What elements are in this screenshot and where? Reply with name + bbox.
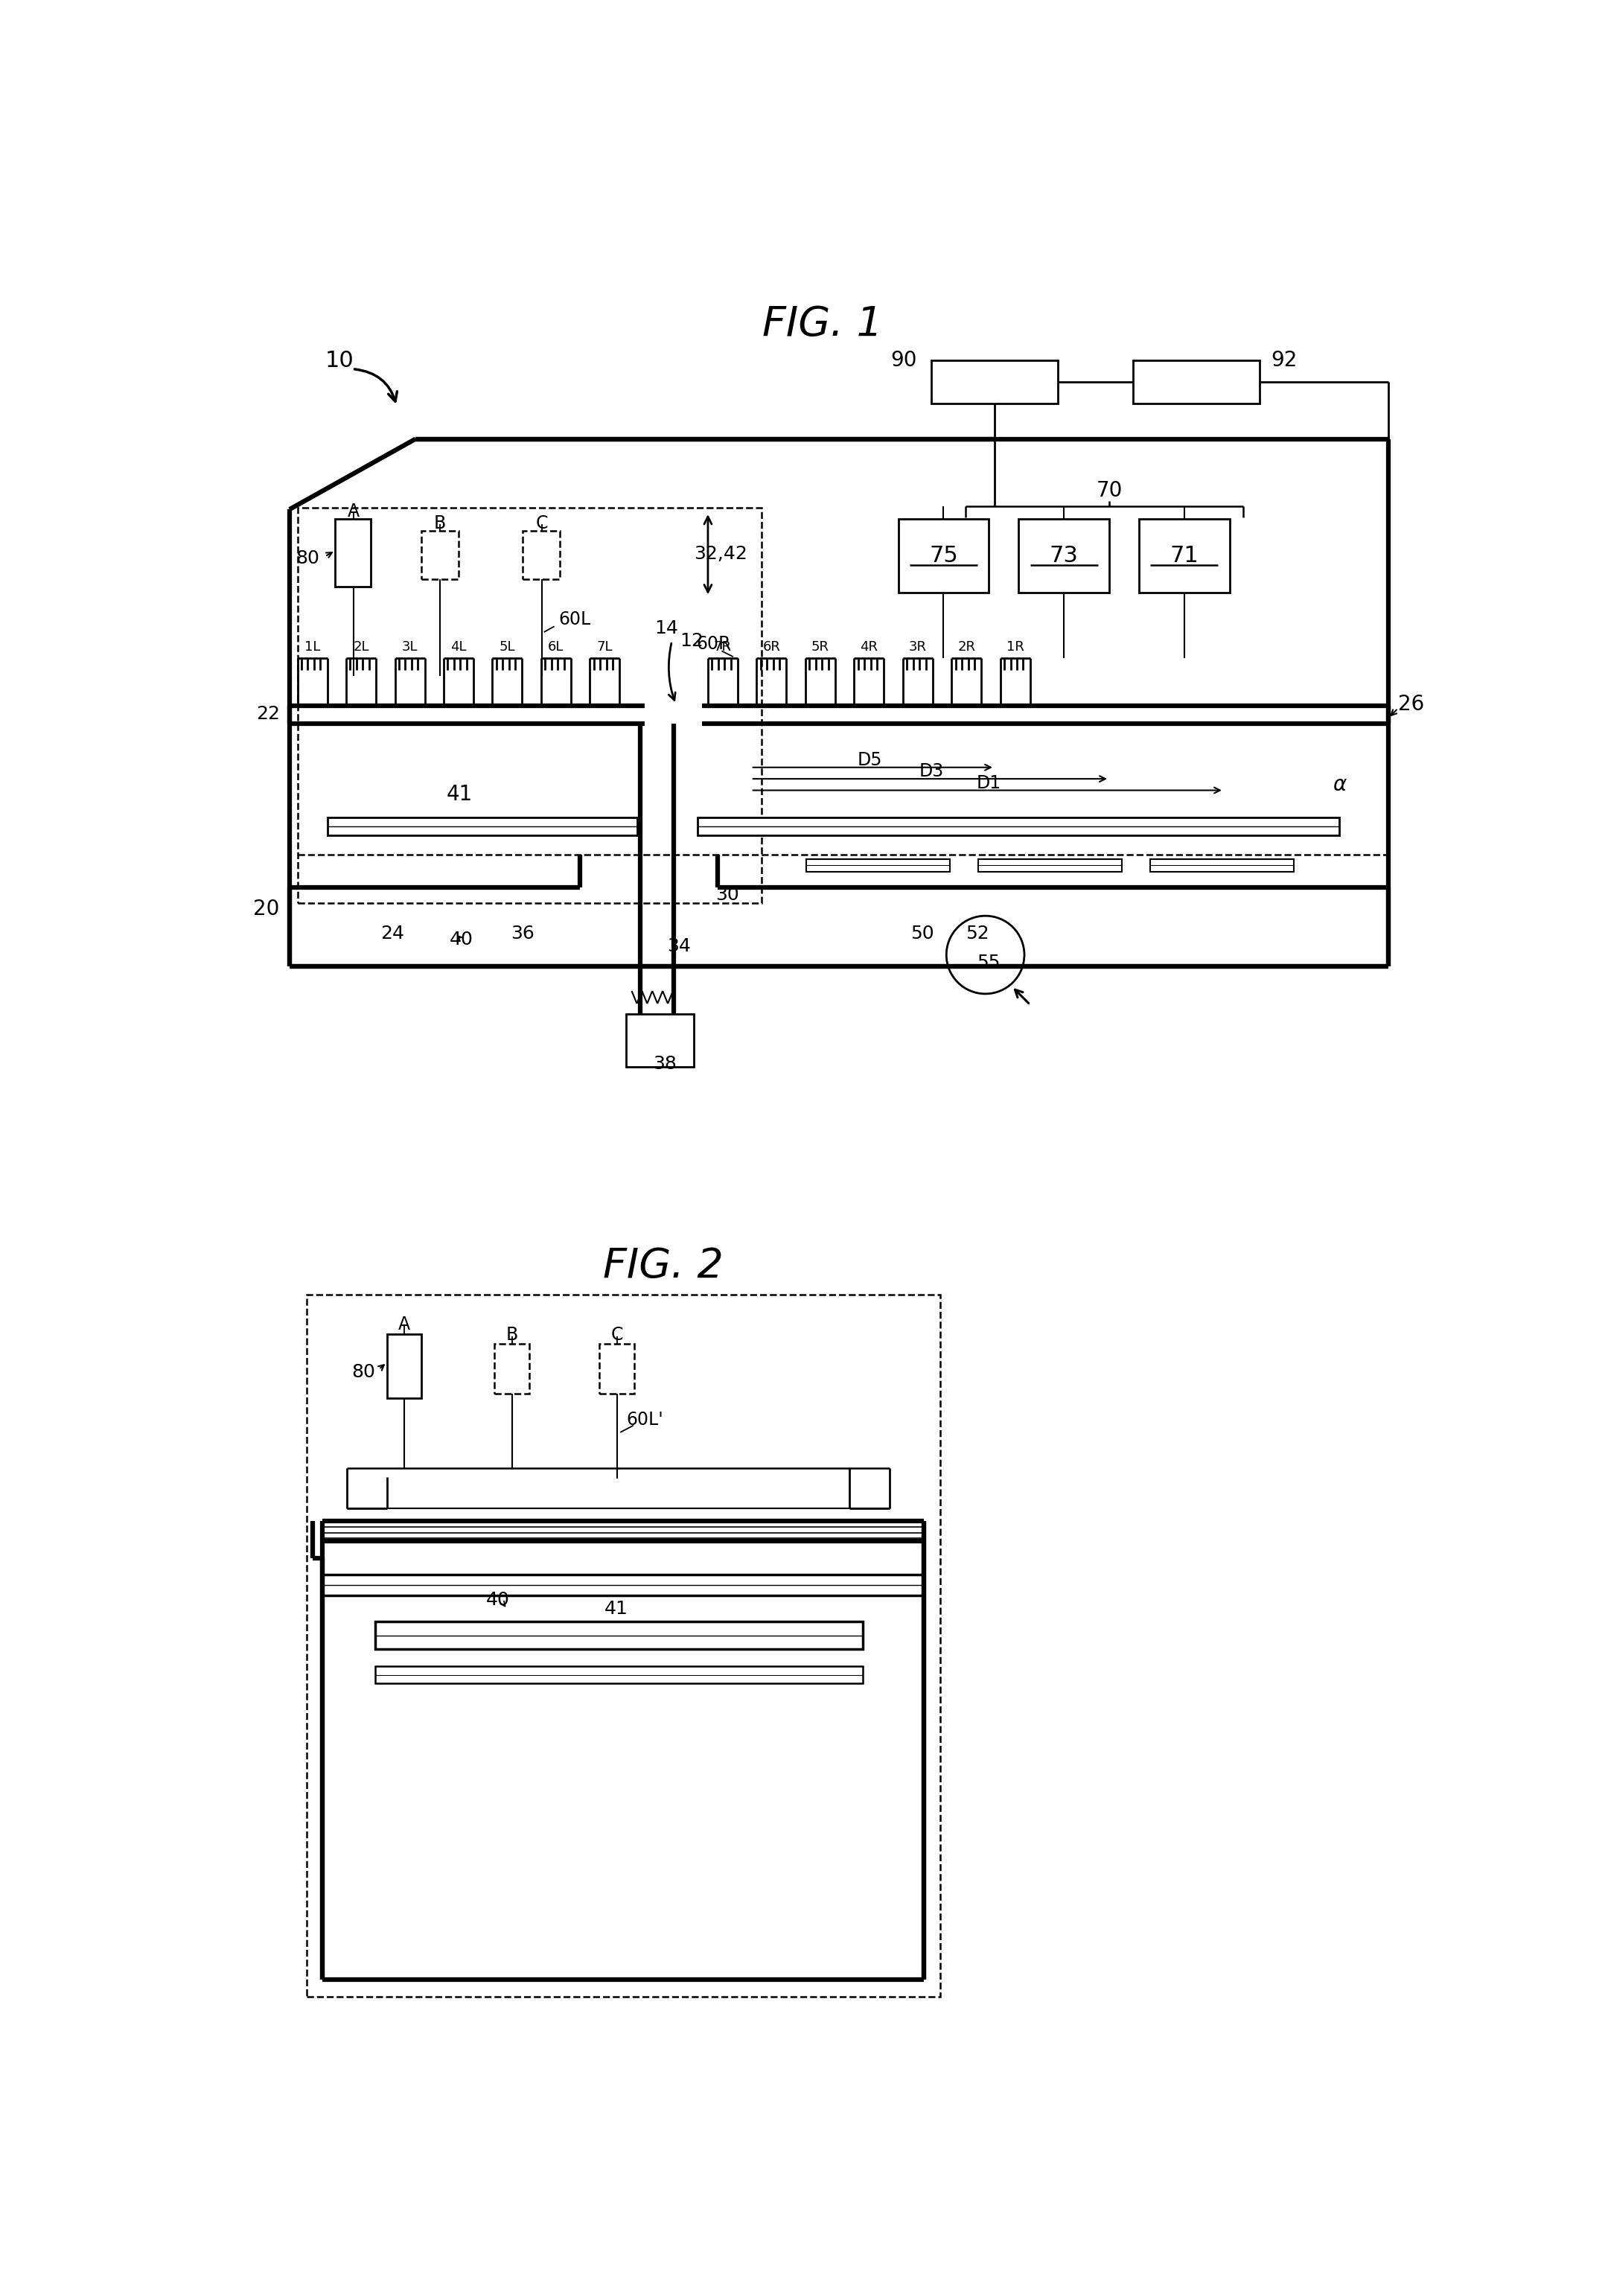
Text: D3: D3 bbox=[920, 762, 944, 781]
Text: 4R: 4R bbox=[860, 641, 878, 654]
Bar bbox=[323, 1575, 924, 1596]
Text: A: A bbox=[398, 1316, 411, 1334]
Text: 36: 36 bbox=[510, 925, 534, 944]
Text: 1L: 1L bbox=[305, 641, 321, 654]
Bar bbox=[523, 530, 560, 579]
Text: 26: 26 bbox=[1398, 693, 1424, 714]
Text: 34: 34 bbox=[668, 937, 692, 955]
Bar bbox=[387, 1334, 421, 1398]
Text: FIG. 1: FIG. 1 bbox=[762, 305, 883, 344]
Text: 92: 92 bbox=[1271, 349, 1297, 370]
Bar bbox=[376, 1621, 863, 1649]
Text: 12: 12 bbox=[681, 631, 703, 650]
Text: 40: 40 bbox=[449, 930, 473, 948]
Bar bbox=[979, 859, 1122, 872]
Text: 40: 40 bbox=[486, 1591, 510, 1609]
Text: 2L: 2L bbox=[353, 641, 369, 654]
Bar bbox=[1151, 859, 1294, 872]
Text: A: A bbox=[348, 503, 360, 521]
Text: 73: 73 bbox=[1050, 544, 1079, 567]
Text: 6L: 6L bbox=[547, 641, 563, 654]
Text: 52: 52 bbox=[966, 925, 989, 944]
Bar bbox=[376, 1667, 863, 1683]
Bar bbox=[1019, 519, 1109, 592]
Text: 32,42: 32,42 bbox=[693, 544, 748, 563]
Text: 75: 75 bbox=[929, 544, 958, 567]
Text: C: C bbox=[536, 514, 547, 533]
Text: 71: 71 bbox=[1170, 544, 1199, 567]
Bar bbox=[421, 530, 459, 579]
Bar bbox=[899, 519, 989, 592]
Text: 55: 55 bbox=[977, 953, 1000, 971]
Text: 5L: 5L bbox=[499, 641, 515, 654]
Text: 5R: 5R bbox=[812, 641, 830, 654]
Text: 3L: 3L bbox=[401, 641, 417, 654]
Bar bbox=[626, 1015, 693, 1068]
Bar bbox=[335, 519, 371, 588]
Text: 90: 90 bbox=[891, 349, 916, 370]
Text: D1: D1 bbox=[976, 774, 1002, 792]
Text: 24: 24 bbox=[380, 925, 404, 944]
Text: 41: 41 bbox=[605, 1600, 628, 1619]
Text: C: C bbox=[610, 1327, 623, 1343]
Bar bbox=[1133, 360, 1260, 404]
Bar bbox=[931, 360, 1058, 404]
Bar bbox=[307, 1295, 941, 1998]
Text: 6R: 6R bbox=[762, 641, 780, 654]
Bar bbox=[327, 817, 637, 836]
Text: 7R: 7R bbox=[714, 641, 732, 654]
Text: 20: 20 bbox=[254, 898, 279, 918]
Text: 2R: 2R bbox=[958, 641, 976, 654]
Text: 60L: 60L bbox=[559, 611, 591, 629]
Text: 80: 80 bbox=[351, 1364, 376, 1382]
Text: 7L: 7L bbox=[597, 641, 613, 654]
Text: B: B bbox=[506, 1327, 518, 1343]
Text: 1R: 1R bbox=[1006, 641, 1024, 654]
Bar bbox=[698, 817, 1340, 836]
Bar bbox=[297, 507, 762, 902]
Text: α: α bbox=[1332, 774, 1347, 794]
Bar bbox=[599, 1343, 634, 1394]
Bar bbox=[1140, 519, 1229, 592]
Text: D5: D5 bbox=[857, 751, 883, 769]
Text: 14: 14 bbox=[655, 620, 677, 636]
Text: B: B bbox=[433, 514, 446, 533]
Text: 60R: 60R bbox=[697, 636, 730, 652]
Text: 50: 50 bbox=[910, 925, 934, 944]
Text: 41: 41 bbox=[446, 783, 473, 804]
Text: 30: 30 bbox=[716, 886, 740, 905]
Bar bbox=[494, 1343, 530, 1394]
Text: 80: 80 bbox=[295, 549, 319, 567]
Text: 60L': 60L' bbox=[626, 1410, 663, 1428]
Text: 70: 70 bbox=[1096, 480, 1122, 501]
Text: 38: 38 bbox=[653, 1054, 677, 1072]
Text: 22: 22 bbox=[257, 705, 281, 723]
Text: 4L: 4L bbox=[451, 641, 467, 654]
Text: FIG. 2: FIG. 2 bbox=[603, 1247, 724, 1286]
Text: 3R: 3R bbox=[908, 641, 926, 654]
Bar bbox=[806, 859, 950, 872]
Text: 10: 10 bbox=[324, 349, 353, 372]
